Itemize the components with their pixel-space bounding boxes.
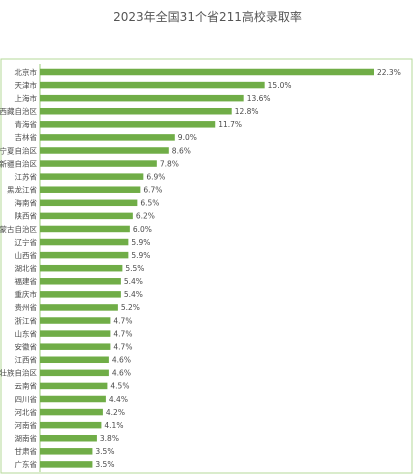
category-label: 黑龙江省 [7,185,37,195]
value-label: 4.1% [104,421,123,430]
value-label: 8.6% [172,146,191,155]
category-label: 河南省 [15,420,38,430]
bar [40,199,138,207]
value-label: 5.4% [124,290,143,299]
value-label: 11.7% [218,120,242,129]
category-label: 安徽省 [15,341,38,351]
value-label: 4.2% [106,408,125,417]
bar [40,343,111,350]
value-label: 4.6% [112,356,131,365]
bar [40,356,109,364]
bar [40,94,244,102]
bar [40,212,133,220]
bar [40,317,111,324]
category-label: 湖北省 [15,263,38,273]
bar [40,68,374,76]
category-label: 青海省 [15,119,38,129]
value-label: 6.2% [136,212,155,221]
category-label: 西藏自治区 [0,106,37,116]
category-label: 四川省 [15,394,38,404]
value-label: 3.5% [95,460,114,469]
bar [40,121,216,128]
category-label: 重庆市 [15,289,38,299]
category-label: 内蒙古自治区 [0,224,37,234]
category-label: 湖南省 [15,433,38,443]
bar [40,278,121,285]
bar [40,147,169,154]
bar [40,448,93,455]
bar [40,173,144,180]
value-label: 4.7% [113,342,132,351]
bar [40,395,106,403]
bar [40,225,130,233]
value-label: 9.0% [178,133,197,142]
category-label: 吉林省 [15,132,38,142]
category-label: 云南省 [15,381,38,391]
bar [40,291,121,298]
category-label: 浙江省 [15,315,38,325]
value-label: 3.8% [100,434,119,443]
bar [40,382,108,390]
category-label: 陕西省 [15,211,38,221]
bar [40,264,123,272]
bar [40,81,265,89]
value-label: 3.5% [95,447,114,456]
bar [40,107,232,115]
plot-frame [0,58,413,474]
chart-title: 2023年全国31个省211高校录取率 [113,10,302,24]
value-label: 6.7% [143,186,162,195]
bar [40,434,97,442]
category-label: 北京市 [15,67,38,77]
value-label: 6.9% [146,172,165,181]
value-label: 5.4% [124,277,143,286]
bar [40,134,175,141]
category-label: 甘肃省 [15,446,38,456]
category-label: 辽宁省 [15,237,38,247]
category-label: 贵州省 [15,302,38,312]
value-label: 7.8% [160,159,179,168]
bar [40,408,103,416]
bar [40,304,118,311]
value-label: 13.6% [247,94,271,103]
category-label: 江西省 [15,355,38,365]
category-label: 山东省 [15,328,38,338]
category-label: 河北省 [15,407,38,417]
value-label: 5.2% [121,303,140,312]
category-label: 福建省 [15,276,38,286]
value-label: 6.0% [133,225,152,234]
bar [40,421,102,429]
bar [40,238,129,246]
category-label: 新疆自治区 [0,158,37,168]
value-label: 4.5% [110,382,129,391]
bar [40,251,129,259]
category-label: 海南省 [15,198,38,208]
bars-group: 北京市 22.3% 天津市 15.0% 上海市 13.6% 西藏自治区 12.8% 青海省 11.… [0,67,401,469]
value-label: 4.7% [113,316,132,325]
category-label: 广东省 [15,459,38,469]
category-label: 广西壮族自治区 [0,368,37,378]
value-label: 15.0% [268,81,292,90]
value-label: 5.9% [131,251,150,260]
category-label: 宁夏自治区 [0,145,37,155]
category-label: 上海市 [15,93,38,103]
value-label: 6.5% [140,199,159,208]
bar [40,369,109,377]
bar [40,330,111,337]
value-label: 4.6% [112,369,131,378]
value-label: 12.8% [235,107,259,116]
value-label: 4.7% [113,329,132,338]
category-label: 江苏省 [15,171,38,181]
category-label: 山西省 [15,250,38,260]
value-label: 5.5% [125,264,144,273]
bar [40,186,141,193]
bar [40,461,93,468]
value-label: 5.9% [131,238,150,247]
category-label: 天津市 [15,80,38,90]
value-label: 4.4% [109,395,128,404]
bar [40,160,157,167]
value-label: 22.3% [377,68,401,77]
